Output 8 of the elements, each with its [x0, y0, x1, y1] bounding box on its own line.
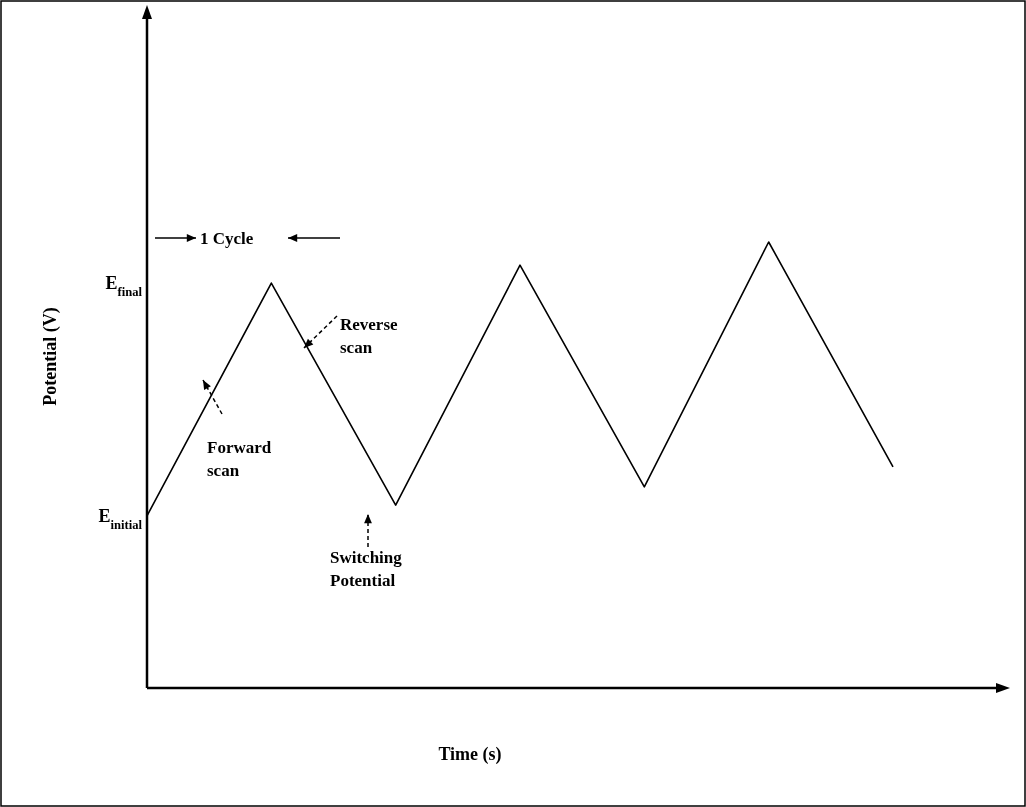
y-axis-title: Potential (V) — [40, 307, 61, 406]
text: E$_{initial}$ — [98, 505, 143, 532]
text: E$_{final}$ — [105, 273, 143, 300]
annotation: Switching Potential — [330, 548, 403, 590]
x-axis-title: Time (s) — [438, 744, 502, 765]
annotation: 1 Cycle — [200, 229, 254, 248]
annotation: Reverse scan — [340, 315, 399, 357]
annotation: Forward scan — [207, 438, 272, 480]
